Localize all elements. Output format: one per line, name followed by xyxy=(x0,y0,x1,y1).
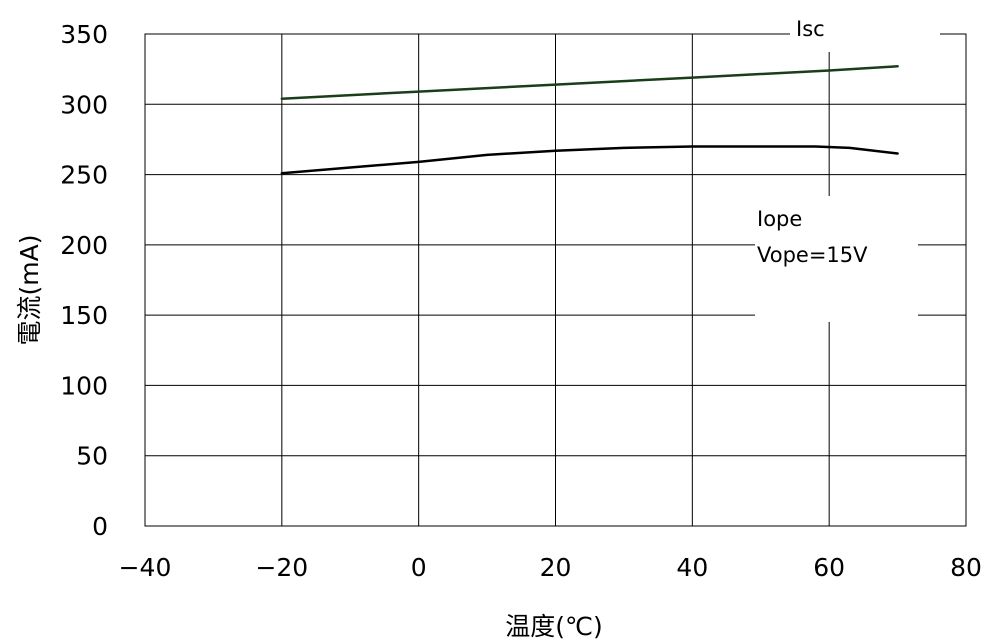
iope-label: Iope xyxy=(757,207,802,231)
y-tick-label: 100 xyxy=(60,371,108,400)
iope-label-mask xyxy=(755,196,918,322)
y-tick-label: 0 xyxy=(92,512,108,541)
x-tick-label: 20 xyxy=(540,553,572,582)
x-tick-label: 80 xyxy=(950,553,982,582)
series-line-0 xyxy=(280,65,899,100)
y-tick-label: 50 xyxy=(76,442,108,471)
y-tick-label: 250 xyxy=(60,161,108,190)
x-axis-title: 温度(℃) xyxy=(505,612,603,641)
series-layer xyxy=(280,65,899,175)
grid-lines xyxy=(145,34,966,526)
x-tick-label: −20 xyxy=(255,553,308,582)
x-tick-label: 40 xyxy=(676,553,708,582)
isc-label: Isc xyxy=(796,17,825,41)
y-tick-label: 300 xyxy=(60,90,108,119)
series-line-1 xyxy=(280,145,899,175)
isc-label-mask xyxy=(790,16,940,52)
x-tick-label: −40 xyxy=(119,553,172,582)
x-tick-label: 0 xyxy=(411,553,427,582)
y-tick-labels: 0 50 100 150 200 250 300 350 xyxy=(60,20,108,541)
x-tick-labels: −40 −20 0 20 40 60 80 xyxy=(119,553,982,582)
label-masks xyxy=(755,16,940,322)
y-tick-label: 200 xyxy=(60,231,108,260)
y-tick-label: 350 xyxy=(60,20,108,49)
x-tick-label: 60 xyxy=(813,553,845,582)
y-axis-title: 電流(mA) xyxy=(15,235,44,346)
y-tick-label: 150 xyxy=(60,301,108,330)
vope-label: Vope=15V xyxy=(757,243,868,267)
